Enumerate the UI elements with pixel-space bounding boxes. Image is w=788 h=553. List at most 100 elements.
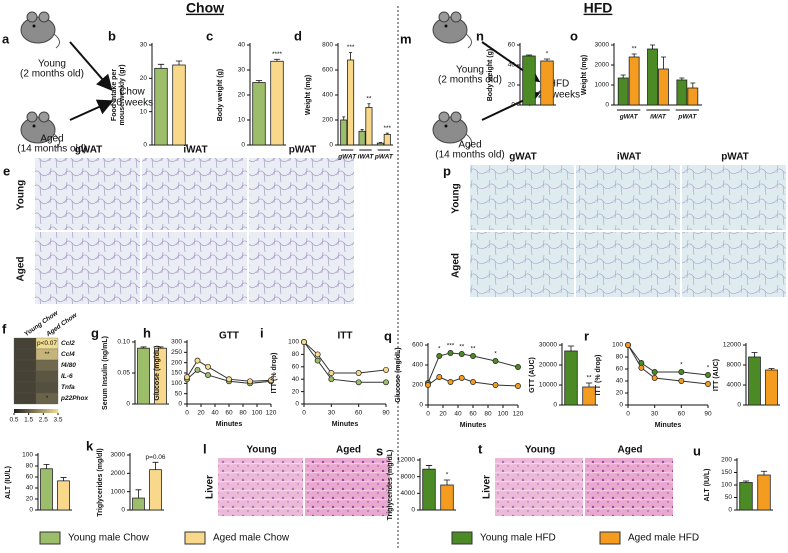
y-tick-label: 0 xyxy=(737,402,741,409)
y-tick-label: 20 xyxy=(292,388,300,395)
x-tick-label: 20 xyxy=(197,410,205,417)
x-tick-label: pWAT xyxy=(374,154,394,161)
bar xyxy=(137,347,150,405)
x-axis-label: Minutes xyxy=(655,422,682,429)
y-tick-label: 80 xyxy=(616,354,624,361)
y-tick-label: 0 xyxy=(295,401,299,408)
legend-swatch xyxy=(39,531,61,545)
y-axis-label: Triglycerides (mg/dl) xyxy=(97,448,104,516)
error-bar xyxy=(742,480,750,483)
y-tick-label: 4000 xyxy=(401,490,416,497)
colorbar-step xyxy=(51,409,54,413)
y-tick-label: 10 xyxy=(238,117,246,124)
error-bar xyxy=(443,479,451,485)
y-tick-label: 600 xyxy=(322,67,333,74)
mouse-body xyxy=(432,16,468,44)
legend-swatch xyxy=(184,531,206,545)
x-tick-label: 100 xyxy=(498,411,509,418)
y-tick-label: 0.10 xyxy=(117,339,130,346)
panel-letter: e xyxy=(3,163,10,178)
y-tick-label: 20 xyxy=(508,82,516,89)
group-label: Young xyxy=(456,65,484,76)
heat-cell xyxy=(35,359,59,372)
row-label: f4/80 xyxy=(61,362,76,369)
significance: p=0.06 xyxy=(145,454,165,461)
panel-letter: s xyxy=(376,443,383,458)
panel-letter: n xyxy=(476,28,484,43)
error-bar xyxy=(43,463,50,469)
colorbar-step xyxy=(36,409,39,413)
panel-letter: i xyxy=(260,325,264,340)
bar xyxy=(376,142,384,146)
y-tick-label: 3000 xyxy=(595,42,610,49)
row-label: Young xyxy=(451,183,462,213)
x-tick-label: 0 xyxy=(426,411,430,418)
panel-letter: o xyxy=(570,28,578,43)
bar xyxy=(647,48,658,106)
liver-image xyxy=(305,458,390,516)
header: Chow xyxy=(186,0,224,16)
bar xyxy=(564,350,578,406)
bar xyxy=(132,497,145,511)
heat-cell xyxy=(13,370,37,383)
colorbar-step xyxy=(40,409,43,413)
histology-image xyxy=(682,165,786,230)
y-tick-label: 50 xyxy=(175,390,183,397)
point xyxy=(314,357,321,364)
mouse-ear xyxy=(450,11,462,23)
header: HFD xyxy=(584,0,613,16)
bar xyxy=(270,60,284,146)
x-tick-label: 40 xyxy=(211,410,219,417)
x-tick-label: 60 xyxy=(355,410,363,417)
error-bar xyxy=(425,465,433,470)
error-bar xyxy=(135,489,142,499)
mouse-ear xyxy=(26,11,38,23)
colorbar-step xyxy=(33,409,37,413)
y-tick-label: 150 xyxy=(721,469,732,476)
colorbar-step xyxy=(22,409,26,413)
row-label: Liver xyxy=(482,475,493,499)
y-axis-label: ITT (% drop) xyxy=(271,353,278,394)
x-tick-label: 80 xyxy=(239,410,247,417)
y-tick-label: 8000 xyxy=(727,362,742,369)
mouse-ear xyxy=(26,111,38,123)
colorbar-step xyxy=(27,409,30,413)
colorbar-step xyxy=(29,409,32,413)
bar xyxy=(172,64,186,146)
y-tick-label: 0 xyxy=(143,142,147,149)
row-label: IL-6 xyxy=(61,373,73,380)
y-tick-label: 10000 xyxy=(539,382,557,389)
x-tick-label: 30 xyxy=(651,411,659,418)
error-bar xyxy=(349,52,353,60)
panel-letter: p xyxy=(443,163,451,178)
group-label: Aged xyxy=(40,134,63,145)
y-tick-label: 12000 xyxy=(397,457,415,464)
point xyxy=(515,383,521,389)
histology-image xyxy=(35,232,140,304)
bar xyxy=(522,55,536,106)
y-tick-label: 100 xyxy=(288,339,299,346)
axis xyxy=(303,340,386,405)
error-bar xyxy=(273,58,281,62)
row-label: Ccl4 xyxy=(61,351,75,358)
y-tick-label: 0 xyxy=(553,402,557,409)
y-tick-label: 40 xyxy=(238,42,246,49)
colorbar-tick-label: 3.5 xyxy=(53,417,62,424)
y-tick-label: 200 xyxy=(721,457,732,464)
column-label: Aged xyxy=(336,445,361,456)
significance: **** xyxy=(272,51,283,58)
colorbar-step xyxy=(38,409,41,413)
point xyxy=(355,379,362,386)
legend-label: Young male HFD xyxy=(480,533,556,544)
colorbar-step xyxy=(49,409,52,413)
colorbar-step xyxy=(20,409,24,413)
heat-cell xyxy=(35,370,59,383)
point xyxy=(678,378,685,384)
y-axis-label: Body weight (g) xyxy=(217,69,224,122)
x-tick-label: 0 xyxy=(185,410,189,417)
significance: ** xyxy=(366,95,372,102)
colorbar-tick-label: 1.5 xyxy=(24,417,33,424)
axis xyxy=(186,340,271,405)
y-tick-label: 0 xyxy=(411,507,415,514)
